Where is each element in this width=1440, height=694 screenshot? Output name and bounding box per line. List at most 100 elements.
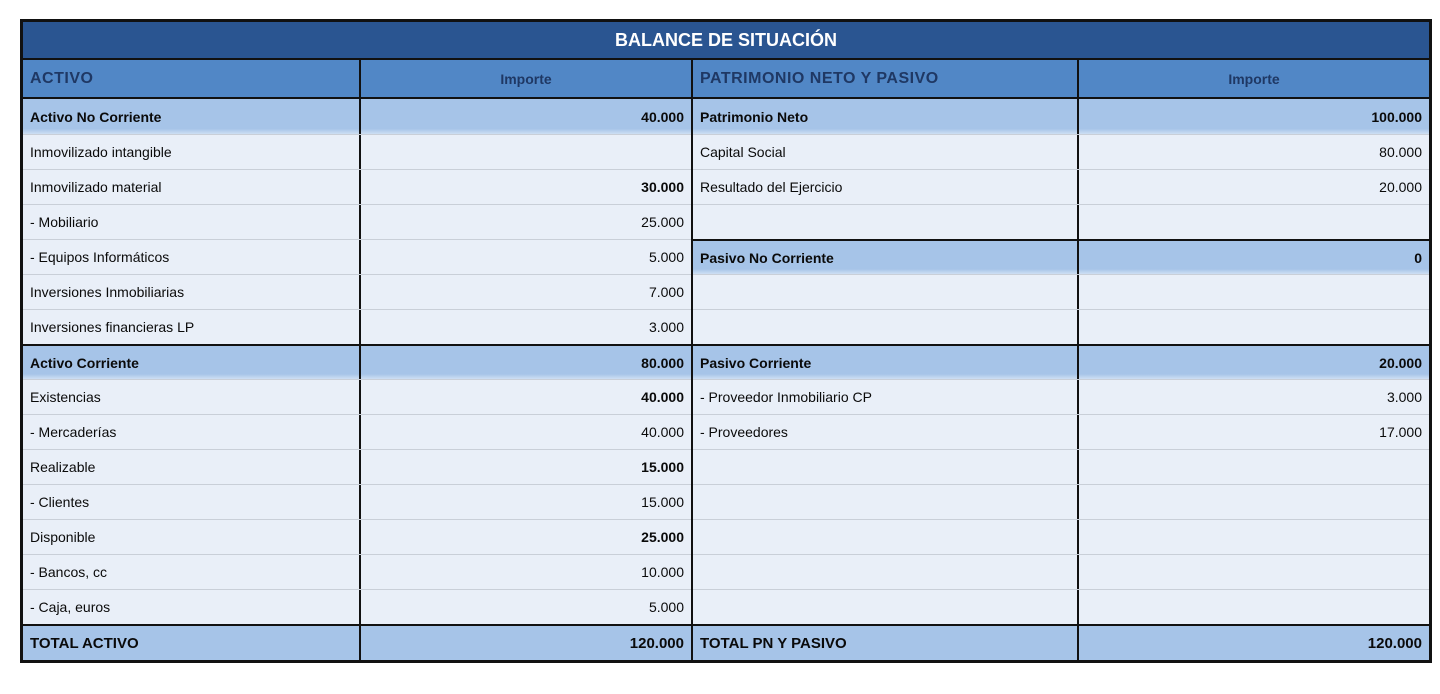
total-activo-label: TOTAL ACTIVO: [23, 626, 361, 660]
row-amount-cell: 5.000: [648, 599, 684, 615]
row-amount-cell: 0: [1414, 249, 1422, 266]
pasivo-header-row: PATRIMONIO NETO Y PASIVO Importe: [693, 60, 1429, 99]
row-amount-cell: 3.000: [1386, 389, 1422, 405]
row-amount-cell: 20.000: [1379, 179, 1422, 195]
row-label-cell: [693, 590, 1079, 624]
row-label-cell: - Bancos, cc: [23, 555, 361, 589]
row-label-cell: - Mobiliario: [23, 205, 361, 239]
row-label-cell: [693, 485, 1079, 519]
row-amount-cell: 10.000: [641, 564, 684, 580]
row-amount-cell: 15.000: [641, 494, 684, 510]
row-label-cell: - Clientes: [23, 485, 361, 519]
row-amount-cell: 25.000: [641, 529, 684, 545]
section-row: Patrimonio Neto 100.000: [693, 99, 1429, 134]
table-row: - Mobiliario 25.000: [23, 204, 691, 239]
row-amount-cell: [1079, 590, 1429, 624]
row-label-cell: Pasivo Corriente: [693, 346, 1079, 379]
table-row: Existencias 40.000: [23, 379, 691, 414]
table-row: Capital Social 80.000: [693, 134, 1429, 169]
activo-importe-header: Importe: [500, 70, 552, 87]
row-amount-cell: [1079, 485, 1429, 519]
row-label-cell: [693, 555, 1079, 589]
row-label-cell: Patrimonio Neto: [693, 99, 1079, 134]
row-amount-cell: 3.000: [648, 319, 684, 335]
section-row: Pasivo Corriente 20.000: [693, 344, 1429, 379]
row-amount-cell: 20.000: [1379, 354, 1422, 371]
row-amount-cell: 30.000: [641, 179, 684, 195]
row-amount-cell: [1079, 275, 1429, 309]
activo-rows: Activo No Corriente 40.000 Inmovilizado in…: [23, 99, 691, 624]
row-amount-cell: 40.000: [641, 108, 684, 125]
row-label-cell: Inversiones Inmobiliarias: [23, 275, 361, 309]
row-label-cell: Inmovilizado intangible: [23, 135, 361, 169]
row-amount-cell: 5.000: [648, 249, 684, 265]
row-label-cell: - Proveedor Inmobiliario CP: [693, 380, 1079, 414]
pasivo-column-group: PATRIMONIO NETO Y PASIVO Importe Patrimo…: [693, 60, 1429, 660]
row-label-cell: Disponible: [23, 520, 361, 554]
row-label-cell: - Mercaderías: [23, 415, 361, 449]
row-label-cell: Capital Social: [693, 135, 1079, 169]
row-label-cell: [693, 275, 1079, 309]
row-label-cell: Inmovilizado material: [23, 170, 361, 204]
row-label-cell: Resultado del Ejercicio: [693, 170, 1079, 204]
row-label-cell: - Equipos Informáticos: [23, 240, 361, 274]
row-label-cell: [693, 450, 1079, 484]
row-label-cell: Realizable: [23, 450, 361, 484]
row-amount-cell: 80.000: [1379, 144, 1422, 160]
patrimonio-neto-y-pasivo-header: PATRIMONIO NETO Y PASIVO: [693, 60, 1079, 97]
activo-header: ACTIVO: [23, 60, 361, 97]
row-label-cell: Existencias: [23, 380, 361, 414]
table-row: - Clientes 15.000: [23, 484, 691, 519]
section-row: Activo No Corriente 40.000: [23, 99, 691, 134]
row-label-cell: Activo Corriente: [23, 346, 361, 379]
pasivo-importe-header: Importe: [1228, 70, 1280, 87]
table-row: [693, 554, 1429, 589]
sheet-title: BALANCE DE SITUACIÓN: [23, 22, 1429, 60]
row-amount-cell: 100.000: [1371, 108, 1422, 125]
row-amount-cell: [1079, 520, 1429, 554]
row-amount-cell: [1079, 555, 1429, 589]
table-row: Disponible 25.000: [23, 519, 691, 554]
row-label-cell: [693, 205, 1079, 239]
row-label-cell: - Proveedores: [693, 415, 1079, 449]
table-row: Inmovilizado material 30.000: [23, 169, 691, 204]
total-activo-value: 120.000: [629, 634, 684, 652]
row-label-cell: [693, 310, 1079, 344]
table-row: [693, 519, 1429, 554]
table-row: - Caja, euros 5.000: [23, 589, 691, 624]
table-row: Resultado del Ejercicio 20.000: [693, 169, 1429, 204]
table-row: [693, 274, 1429, 309]
section-row: Activo Corriente 80.000: [23, 344, 691, 379]
table-body: ACTIVO Importe Activo No Corriente 40.000…: [23, 60, 1429, 660]
table-row: - Equipos Informáticos 5.000: [23, 239, 691, 274]
pasivo-rows: Patrimonio Neto 100.000 Capital Social 80.0…: [693, 99, 1429, 624]
row-amount-cell: 15.000: [641, 459, 684, 475]
row-label-cell: Inversiones financieras LP: [23, 310, 361, 344]
table-row: - Proveedores 17.000: [693, 414, 1429, 449]
row-amount-cell: 40.000: [641, 424, 684, 440]
row-amount-cell: [361, 135, 691, 169]
row-amount-cell: 40.000: [641, 389, 684, 405]
table-row: - Proveedor Inmobiliario CP 3.000: [693, 379, 1429, 414]
row-amount-cell: [1079, 310, 1429, 344]
table-row: [693, 449, 1429, 484]
total-activo-row: TOTAL ACTIVO 120.000: [23, 624, 691, 660]
activo-column-group: ACTIVO Importe Activo No Corriente 40.000…: [23, 60, 693, 660]
balance-sheet-table: BALANCE DE SITUACIÓN ACTIVO Importe Acti…: [20, 19, 1432, 663]
table-row: Inversiones financieras LP 3.000: [23, 309, 691, 344]
row-amount-cell: [1079, 205, 1429, 239]
table-row: Realizable 15.000: [23, 449, 691, 484]
total-pn-pasivo-row: TOTAL PN Y PASIVO 120.000: [693, 624, 1429, 660]
table-row: Inmovilizado intangible: [23, 134, 691, 169]
table-row: Inversiones Inmobiliarias 7.000: [23, 274, 691, 309]
row-amount-cell: 25.000: [641, 214, 684, 230]
section-row: Pasivo No Corriente 0: [693, 239, 1429, 274]
table-row: [693, 484, 1429, 519]
row-label-cell: Activo No Corriente: [23, 99, 361, 134]
activo-header-row: ACTIVO Importe: [23, 60, 691, 99]
row-amount-cell: 80.000: [641, 354, 684, 371]
row-amount-cell: [1079, 450, 1429, 484]
row-amount-cell: 7.000: [648, 284, 684, 300]
table-row: [693, 589, 1429, 624]
